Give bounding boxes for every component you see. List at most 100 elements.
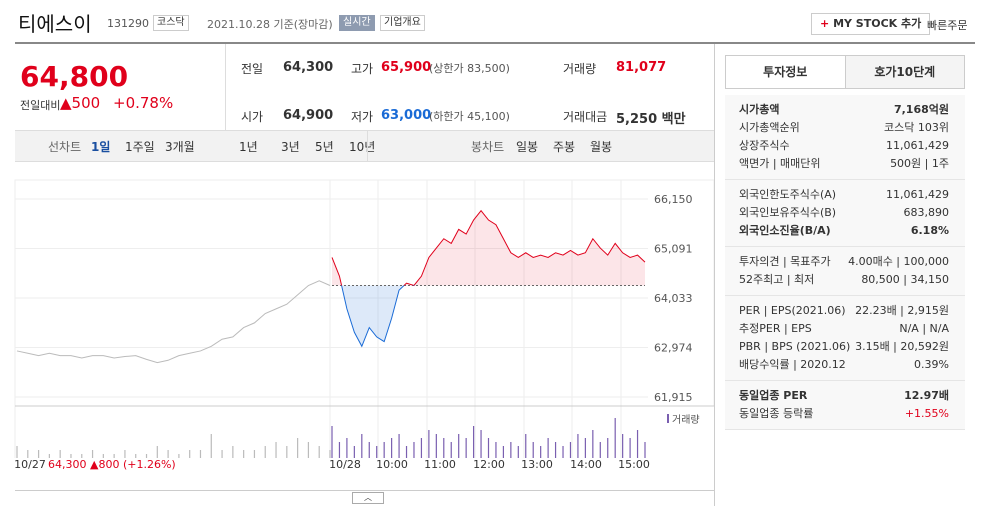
summary-label: 시가 <box>241 110 264 124</box>
info-label: 시가총액 <box>739 103 780 116</box>
volume-bar <box>286 446 288 458</box>
info-row: 시가총액 7,168억원 <box>725 101 965 119</box>
tab-sep <box>367 131 368 161</box>
volume-bar <box>346 438 348 458</box>
info-row: 시가총액순위 코스닥 103위 <box>725 119 965 137</box>
volume-bar <box>636 430 639 458</box>
volume-bar <box>554 442 557 458</box>
volume-bar <box>37 450 40 458</box>
info-value: 6.18% <box>910 224 949 237</box>
mystock-button[interactable]: + MY STOCK 추가 <box>811 13 931 35</box>
volume-bar <box>189 450 191 458</box>
chart-bottom <box>15 490 714 491</box>
period-tab[interactable]: 5년 <box>315 140 334 154</box>
volume-bar <box>297 438 299 458</box>
candle-tab[interactable]: 월봉 <box>590 140 613 154</box>
info-label: 투자의견 | 목표주가 <box>739 255 831 268</box>
info-label: 외국인보유주식수(B) <box>739 206 837 219</box>
summary-label: 거래대금 <box>563 110 608 124</box>
volume-bar <box>644 442 646 458</box>
volume-bar <box>81 454 83 458</box>
volume-bar <box>428 430 430 458</box>
stock-name: 티에스이 <box>18 12 92 36</box>
period-tab[interactable]: 3개월 <box>165 140 195 154</box>
x-tick-label: 10/27 <box>14 458 46 471</box>
volume-bar <box>562 446 564 458</box>
info-tab[interactable]: 투자정보 <box>763 65 808 79</box>
info-value: 코스닥 103위 <box>884 121 949 134</box>
volume-bar <box>253 450 256 458</box>
volume-label: 거래량 <box>672 414 700 426</box>
info-value: 0.39% <box>914 358 949 371</box>
info-label: PBR | BPS (2021.06) <box>739 340 851 353</box>
volume-bar <box>264 446 266 458</box>
volume-legend <box>667 414 669 423</box>
info-value: 22.23배 | 2,915원 <box>855 304 949 317</box>
candle-tab[interactable]: 주봉 <box>553 140 576 154</box>
summary-value: 5,250 백만 <box>616 112 686 127</box>
period-tab[interactable]: 3년 <box>281 140 300 154</box>
volume-bar <box>614 418 616 458</box>
info-label: 동일업종 PER <box>739 389 808 402</box>
info-row: 액면가 | 매매단위 500원 | 1주 <box>725 155 965 173</box>
summary-label: 전일 <box>241 62 264 76</box>
info-row: 추정PER | EPS N/A | N/A <box>725 320 965 338</box>
mystock-text: MY STOCK 추가 <box>833 17 922 30</box>
x-tick-label: 10:00 <box>376 458 408 471</box>
volume-bar <box>622 434 624 458</box>
volume-bar <box>577 434 579 458</box>
volume-bar <box>443 438 445 458</box>
period-tab[interactable]: 1일 <box>91 140 111 154</box>
chart: 66,150 65,091 64,033 62,974 61,915 거래량 10/27 10… <box>14 179 715 471</box>
expand[interactable]: ︿ <box>352 492 384 504</box>
company-menu[interactable]: 기업개요 <box>380 15 425 31</box>
volume-bar <box>472 426 475 458</box>
footer-change: 800 <box>98 458 119 471</box>
info-label: 액면가 | 매매단위 <box>739 157 821 170</box>
volume-bar <box>450 442 452 458</box>
volume-bar <box>547 438 549 458</box>
info-label: 52주최고 | 최저 <box>739 273 815 286</box>
volume-bar <box>329 450 331 458</box>
volume-bar <box>361 434 363 458</box>
volume-bar <box>221 450 223 458</box>
x-tick-label: 12:00 <box>473 458 505 471</box>
y-tick-label: 65,091 <box>654 243 693 256</box>
volume-bar <box>135 454 137 458</box>
volume-bar <box>532 442 534 458</box>
info-value: 12.97배 <box>904 389 949 402</box>
y-tick-label: 64,033 <box>654 292 693 305</box>
info-panel: 투자정보 호가10단계 시가총액 7,168억원 시가총액순위 코스닥 103위 상장주식수… <box>725 55 965 430</box>
info-row: 투자의견 | 목표주가 4.00매수 | 100,000 <box>725 253 965 271</box>
volume-bar <box>569 442 572 458</box>
period-tab[interactable]: 1년 <box>239 140 258 154</box>
period-tab[interactable]: 1주일 <box>125 140 155 154</box>
quick-order[interactable]: 빠른주문 <box>927 19 968 32</box>
volume-bar <box>405 446 408 458</box>
change-value: 500 <box>71 94 101 112</box>
volume-bar <box>376 446 378 458</box>
info-group: 투자의견 | 목표주가 4.00매수 | 100,000 52주최고 | 최저 80,… <box>725 247 965 296</box>
volume-bar <box>592 430 594 458</box>
summary-value: 64,300 <box>283 60 334 75</box>
volume-bar <box>525 434 527 458</box>
area-down <box>332 285 645 347</box>
info-tab[interactable]: 호가10단계 <box>844 56 964 88</box>
volume-bar <box>383 442 385 458</box>
volume-bar <box>102 454 104 458</box>
volume-bar <box>338 442 341 458</box>
info-row: 52주최고 | 최저 80,500 | 34,150 <box>725 271 965 289</box>
info-group: 동일업종 PER 12.97배 동일업종 등락률 +1.55% <box>725 381 965 430</box>
info-group: 외국인한도주식수(A) 11,061,429 외국인보유주식수(B) 683,890 외… <box>725 180 965 247</box>
chart-tabs: 선차트 1일 1주일 3개월 1년 3년 5년 10년 봉차트 일봉 주봉 월봉 <box>15 130 714 162</box>
info-value: 80,500 | 34,150 <box>861 273 949 286</box>
price-line-down <box>341 285 415 348</box>
info-row: PBR | BPS (2021.06) 3.15배 | 20,592원 <box>725 338 965 356</box>
volume-bar <box>275 442 277 458</box>
period-tab[interactable]: 10년 <box>349 140 376 154</box>
volume-bar <box>435 434 437 458</box>
candle-tab[interactable]: 일봉 <box>516 140 539 154</box>
info-value: 3.15배 | 20,592원 <box>855 340 949 353</box>
volume-bar <box>487 438 490 458</box>
y-tick-label: 61,915 <box>654 391 693 404</box>
